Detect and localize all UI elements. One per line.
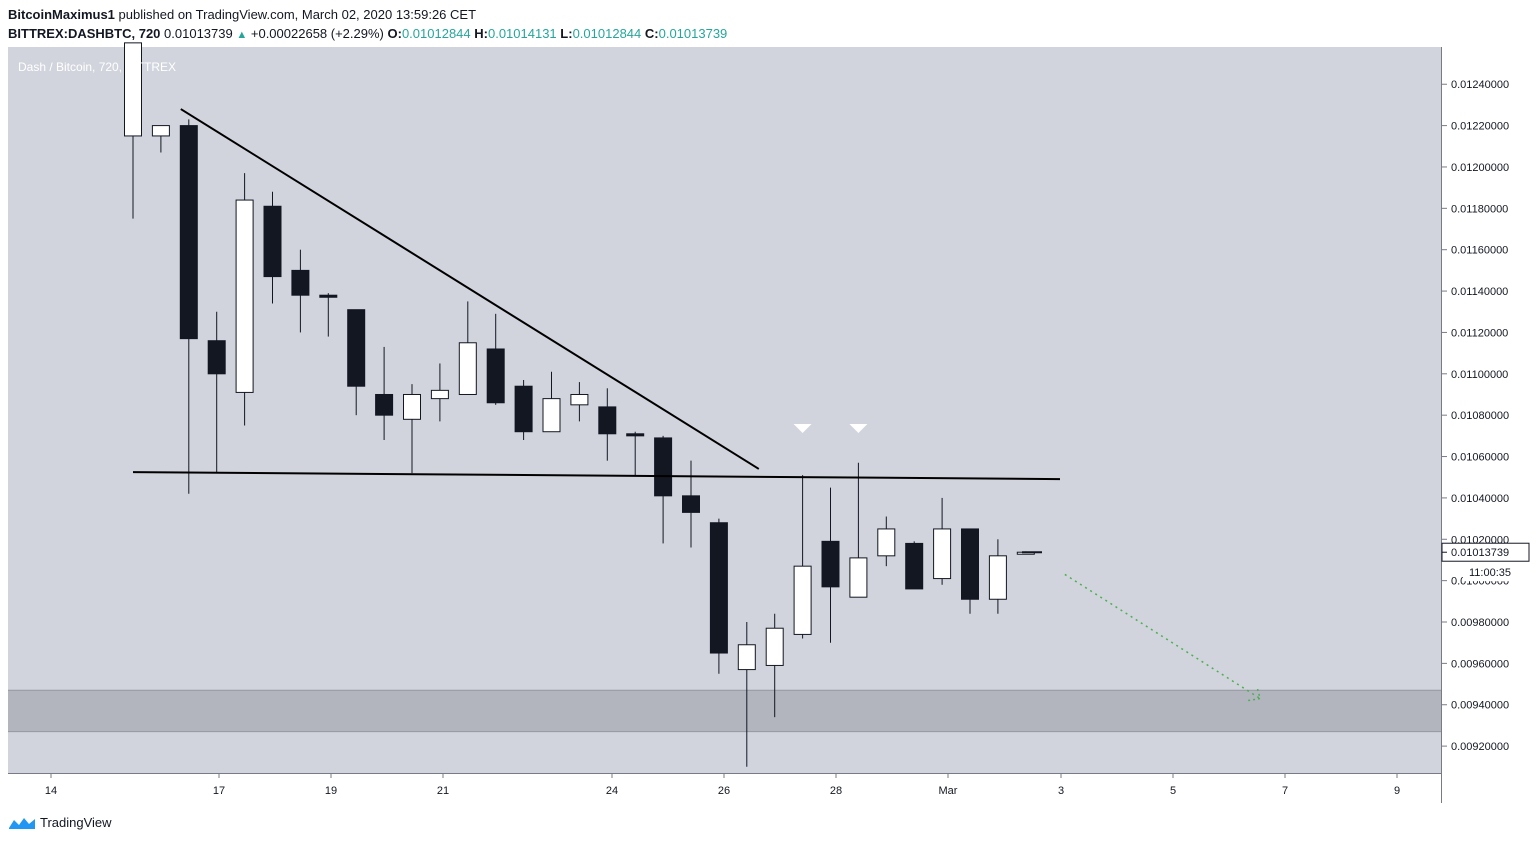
candle-body bbox=[486, 348, 505, 404]
countdown-tag bbox=[1463, 563, 1527, 582]
countdown-text: 11:00:35 bbox=[1469, 567, 1511, 579]
candle-body bbox=[375, 393, 394, 416]
y-tick-label: 0.00960000 bbox=[1451, 658, 1509, 670]
tradingview-logo-icon bbox=[9, 817, 35, 829]
x-tick-label: 3 bbox=[1058, 785, 1064, 797]
candle-body bbox=[514, 385, 533, 433]
price-change: +0.00022658 (+2.29%) bbox=[250, 26, 384, 41]
author-name[interactable]: BitcoinMaximus1 bbox=[8, 7, 115, 22]
low-label: L: bbox=[560, 26, 573, 41]
footer-branding[interactable]: TradingView bbox=[8, 815, 112, 830]
candle-body bbox=[598, 406, 617, 435]
close-label: C: bbox=[644, 26, 659, 41]
rejection-marker-icon bbox=[793, 424, 812, 433]
support-zone bbox=[8, 690, 1441, 732]
y-tick-label: 0.01080000 bbox=[1451, 410, 1509, 422]
x-tick-label: 14 bbox=[45, 785, 57, 797]
time-scale[interactable] bbox=[8, 774, 1441, 803]
up-arrow-icon: ▲ bbox=[236, 29, 248, 41]
candle-body bbox=[542, 398, 561, 433]
y-tick-label: 0.00920000 bbox=[1451, 741, 1509, 753]
y-tick-label: 0.01160000 bbox=[1451, 245, 1508, 257]
high-value: 0.01014131 bbox=[487, 26, 557, 41]
candle-body bbox=[179, 125, 198, 340]
last-price: 0.01013739 bbox=[164, 26, 233, 41]
horizontal-support-line bbox=[132, 471, 1061, 481]
x-tick-label: 9 bbox=[1394, 785, 1400, 797]
y-tick-label: 0.00980000 bbox=[1451, 617, 1509, 629]
candle-body bbox=[235, 199, 254, 393]
plot-title: Dash / Bitcoin, 720, BITTREX bbox=[18, 60, 177, 74]
candle-body bbox=[319, 294, 338, 298]
candle-body bbox=[403, 393, 421, 420]
y-tick-label: 0.01100000 bbox=[1451, 369, 1508, 381]
high-label: H: bbox=[474, 26, 488, 41]
candle-body bbox=[207, 340, 226, 375]
candle-body bbox=[291, 269, 310, 296]
y-tick-label: 0.01120000 bbox=[1451, 327, 1508, 339]
y-tick-label: 0.01220000 bbox=[1451, 121, 1509, 133]
symbol-label: BITTREX:DASHBTC, 720 bbox=[8, 26, 161, 41]
price-scale[interactable] bbox=[1442, 47, 1529, 773]
x-tick-label: Mar bbox=[939, 785, 958, 797]
candle-body bbox=[151, 125, 170, 137]
candle-body bbox=[458, 342, 477, 395]
candle-body bbox=[821, 540, 840, 588]
candle-body bbox=[961, 528, 979, 600]
published-text: published on TradingView.com, March 02, … bbox=[118, 7, 477, 22]
y-tick-label: 0.01140000 bbox=[1451, 286, 1508, 298]
open-value: 0.01012844 bbox=[401, 26, 471, 41]
candle-body bbox=[124, 42, 142, 137]
x-tick-label: 19 bbox=[325, 785, 337, 797]
candle-body bbox=[263, 205, 282, 278]
candle-body bbox=[765, 627, 784, 666]
y-tick-label: 0.01060000 bbox=[1451, 452, 1509, 464]
rejection-marker-icon bbox=[849, 424, 868, 433]
candle-body bbox=[626, 433, 645, 437]
y-tick-label: 0.01040000 bbox=[1451, 493, 1509, 505]
brand-name: TradingView bbox=[40, 815, 112, 830]
candle-body bbox=[737, 644, 756, 671]
candle-body bbox=[347, 309, 366, 387]
x-tick-label: 26 bbox=[718, 785, 730, 797]
candle-body bbox=[682, 495, 700, 513]
open-label: O: bbox=[387, 26, 402, 41]
y-tick-label: 0.01180000 bbox=[1451, 203, 1508, 215]
candle-body bbox=[570, 393, 589, 406]
x-tick-label: 17 bbox=[213, 785, 225, 797]
x-tick-label: 28 bbox=[830, 785, 842, 797]
projection-arrow bbox=[1064, 573, 1261, 700]
candle-body bbox=[988, 555, 1007, 600]
publish-info: BitcoinMaximus1 published on TradingView… bbox=[8, 7, 476, 22]
x-tick-label: 24 bbox=[606, 785, 618, 797]
candle-body bbox=[709, 522, 728, 654]
plot-area[interactable] bbox=[8, 47, 1441, 773]
x-tick-label: 21 bbox=[437, 785, 449, 797]
x-tick-label: 7 bbox=[1282, 785, 1288, 797]
symbol-info: BITTREX:DASHBTC, 720 0.01013739 ▲ +0.000… bbox=[8, 26, 727, 41]
candle-body bbox=[905, 542, 924, 590]
candle-body bbox=[877, 528, 896, 557]
candle-body bbox=[430, 389, 449, 400]
descending-trendline bbox=[180, 108, 760, 470]
close-value: 0.01013739 bbox=[658, 26, 728, 41]
last-price-tag-text: 0.01013739 bbox=[1451, 547, 1509, 559]
y-tick-label: 0.01200000 bbox=[1451, 162, 1509, 174]
y-tick-label: 0.00940000 bbox=[1451, 700, 1509, 712]
y-tick-label: 0.01240000 bbox=[1451, 79, 1509, 91]
candle-body bbox=[793, 565, 812, 635]
candle-body bbox=[933, 528, 952, 580]
x-tick-label: 5 bbox=[1170, 785, 1176, 797]
low-value: 0.01012844 bbox=[572, 26, 642, 41]
candle-body bbox=[654, 437, 673, 497]
candle-body bbox=[849, 557, 868, 598]
